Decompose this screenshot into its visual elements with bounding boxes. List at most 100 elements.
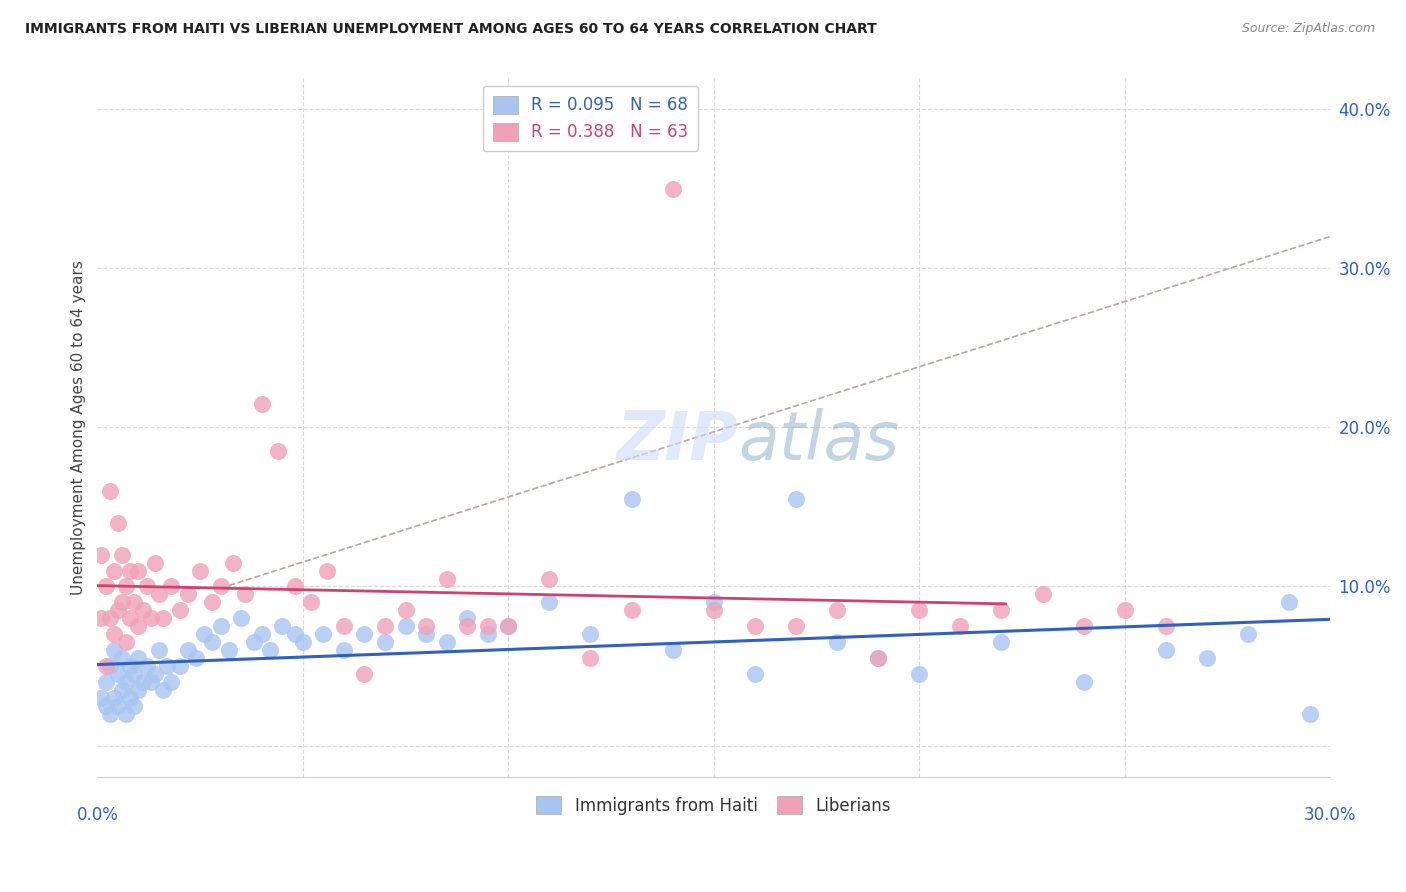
Point	[107, 667, 129, 681]
Point	[127, 564, 149, 578]
Point	[233, 587, 256, 601]
Point	[259, 643, 281, 657]
Point	[124, 595, 146, 609]
Point	[127, 682, 149, 697]
Point	[250, 396, 273, 410]
Point	[477, 619, 499, 633]
Point	[111, 595, 134, 609]
Point	[299, 595, 322, 609]
Point	[115, 675, 138, 690]
Point	[111, 548, 134, 562]
Point	[98, 483, 121, 498]
Point	[538, 572, 561, 586]
Point	[218, 643, 240, 657]
Point	[193, 627, 215, 641]
Text: IMMIGRANTS FROM HAITI VS LIBERIAN UNEMPLOYMENT AMONG AGES 60 TO 64 YEARS CORRELA: IMMIGRANTS FROM HAITI VS LIBERIAN UNEMPL…	[25, 22, 877, 37]
Point	[135, 579, 157, 593]
Point	[120, 659, 142, 673]
Point	[169, 603, 191, 617]
Point	[1114, 603, 1136, 617]
Point	[908, 603, 931, 617]
Point	[744, 619, 766, 633]
Point	[143, 556, 166, 570]
Point	[990, 603, 1012, 617]
Point	[250, 627, 273, 641]
Point	[415, 619, 437, 633]
Point	[1073, 619, 1095, 633]
Point	[271, 619, 294, 633]
Point	[131, 675, 153, 690]
Point	[94, 659, 117, 673]
Point	[111, 682, 134, 697]
Point	[353, 667, 375, 681]
Point	[131, 603, 153, 617]
Point	[498, 619, 520, 633]
Point	[242, 635, 264, 649]
Point	[177, 587, 200, 601]
Point	[284, 579, 307, 593]
Point	[103, 627, 125, 641]
Text: 30.0%: 30.0%	[1303, 806, 1357, 824]
Point	[90, 548, 112, 562]
Point	[127, 651, 149, 665]
Point	[267, 444, 290, 458]
Point	[661, 182, 683, 196]
Point	[148, 587, 170, 601]
Point	[177, 643, 200, 657]
Point	[312, 627, 335, 641]
Point	[120, 611, 142, 625]
Point	[107, 698, 129, 713]
Point	[436, 635, 458, 649]
Point	[160, 579, 183, 593]
Point	[1154, 619, 1177, 633]
Point	[415, 627, 437, 641]
Point	[394, 603, 416, 617]
Point	[661, 643, 683, 657]
Point	[103, 643, 125, 657]
Point	[90, 611, 112, 625]
Point	[374, 619, 396, 633]
Point	[143, 667, 166, 681]
Point	[107, 603, 129, 617]
Point	[94, 579, 117, 593]
Point	[127, 619, 149, 633]
Point	[98, 611, 121, 625]
Point	[169, 659, 191, 673]
Point	[94, 698, 117, 713]
Point	[703, 603, 725, 617]
Point	[949, 619, 972, 633]
Point	[209, 579, 232, 593]
Point	[456, 619, 478, 633]
Point	[333, 643, 356, 657]
Point	[579, 627, 602, 641]
Point	[188, 564, 211, 578]
Point	[139, 675, 162, 690]
Point	[231, 611, 253, 625]
Point	[103, 564, 125, 578]
Point	[201, 595, 224, 609]
Point	[579, 651, 602, 665]
Point	[107, 516, 129, 530]
Point	[744, 667, 766, 681]
Point	[498, 619, 520, 633]
Point	[135, 659, 157, 673]
Point	[825, 635, 848, 649]
Point	[703, 595, 725, 609]
Point	[152, 682, 174, 697]
Point	[222, 556, 245, 570]
Point	[825, 603, 848, 617]
Text: atlas: atlas	[738, 409, 900, 475]
Point	[868, 651, 890, 665]
Point	[291, 635, 314, 649]
Point	[868, 651, 890, 665]
Point	[120, 690, 142, 705]
Point	[785, 619, 807, 633]
Point	[148, 643, 170, 657]
Point	[94, 675, 117, 690]
Point	[184, 651, 207, 665]
Point	[1195, 651, 1218, 665]
Point	[98, 706, 121, 721]
Point	[156, 659, 179, 673]
Point	[374, 635, 396, 649]
Point	[209, 619, 232, 633]
